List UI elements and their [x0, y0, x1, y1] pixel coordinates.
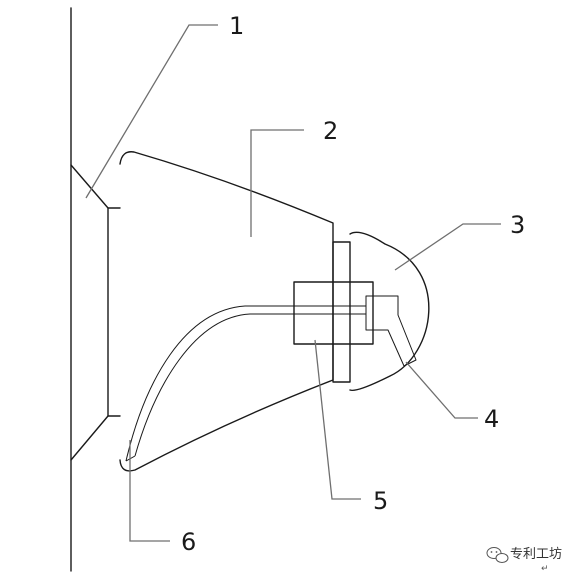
leader-3	[394, 223, 501, 271]
leader-lines	[85, 24, 501, 542]
watermark: 专利工坊 ↵	[486, 547, 562, 574]
leader-1	[85, 24, 218, 199]
base-mount	[70, 164, 109, 461]
dome-lens	[349, 231, 430, 392]
leader-6	[129, 440, 170, 542]
watermark-text: 专利工坊	[510, 547, 562, 562]
callout-2: 2	[323, 117, 338, 145]
wechat-icon	[486, 547, 509, 563]
leader-4	[405, 361, 478, 419]
callout-6: 6	[181, 528, 196, 556]
cable-tube	[125, 305, 366, 462]
leader-2	[250, 129, 304, 237]
leader-5	[314, 339, 361, 500]
callout-5: 5	[373, 487, 388, 515]
bracket-clip	[365, 295, 417, 367]
callout-3: 3	[510, 211, 525, 239]
module-block	[293, 281, 374, 345]
connector-ring	[332, 241, 351, 383]
callout-4: 4	[484, 405, 499, 433]
callout-1: 1	[229, 12, 244, 40]
watermark-mark: ↵	[541, 564, 549, 574]
